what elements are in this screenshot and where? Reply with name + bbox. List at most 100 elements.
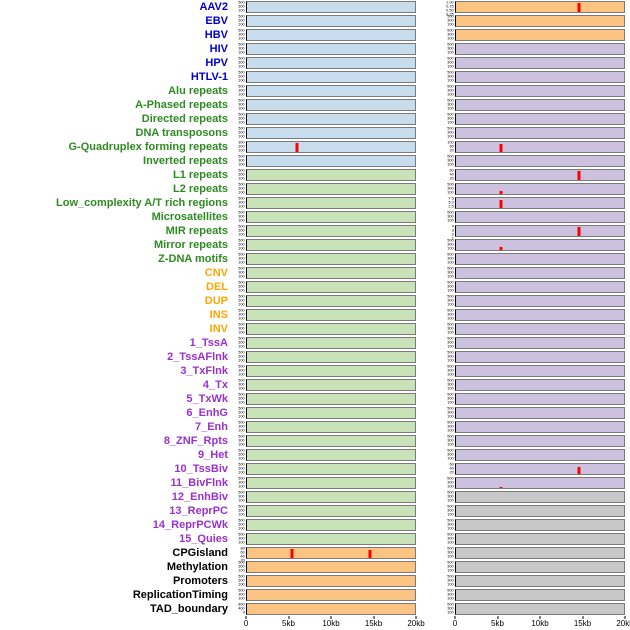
panel-block-left: 500 300 100 (233, 70, 416, 84)
profile-panel-left (246, 197, 416, 209)
y-tick-label: 300 (238, 564, 245, 569)
panel-block-left: 500 300 100 (233, 280, 416, 294)
y-tick-label: 1.00 (446, 0, 454, 5)
y-tick-label: 100 (238, 148, 245, 153)
profile-panel-left (246, 337, 416, 349)
y-tick-label: 60 (449, 144, 454, 149)
y-tick-label: 300 (238, 578, 245, 583)
y-tick-label: 100 (447, 274, 454, 279)
feature-row: 15_Quies 500 300 100 500 300 100 (0, 532, 630, 546)
y-tick-label: 20 (240, 558, 245, 563)
profile-panel-right (455, 533, 625, 545)
profile-panel-right (455, 253, 625, 265)
y-tick-label: 100 (447, 36, 454, 41)
panel-block-left: 500 300 100 (233, 588, 416, 602)
y-tick-label: 500 (238, 294, 245, 299)
profile-panel-left (246, 477, 416, 489)
profile-panel-right (455, 477, 625, 489)
peak-spike (499, 199, 503, 208)
y-axis-tick-labels: 500 300 100 (233, 491, 246, 503)
y-tick-label: 300 (447, 60, 454, 65)
profile-panel-left (246, 533, 416, 545)
feature-row: 2_TssAFlnk 500 300 100 500 300 100 (0, 350, 630, 364)
y-axis-tick-labels: 500 300 100 (233, 519, 246, 531)
y-tick-label: 0.50 (446, 8, 454, 13)
y-tick-label: 500 (447, 602, 454, 607)
y-tick-label: 300 (447, 340, 454, 345)
y-tick-label: 500 (447, 266, 454, 271)
y-tick-label: 500 (447, 238, 454, 243)
y-tick-label: 40 (240, 554, 245, 559)
panel-block-right: 500 300 100 (442, 504, 625, 518)
y-tick-label: 100 (238, 162, 245, 167)
profile-panel-left (246, 589, 416, 601)
feature-row: 12_EnhBiv 500 300 100 500 300 100 (0, 490, 630, 504)
y-tick-label: 500 (238, 504, 245, 509)
y-axis-tick-labels: 500 300 100 (442, 365, 455, 377)
y-axis-tick-labels: 500 300 100 (442, 15, 455, 27)
panel-block-left: 500 300 100 (233, 154, 416, 168)
y-axis-tick-labels: 500 300 100 (233, 561, 246, 573)
y-tick-label: 500 (238, 308, 245, 313)
row-label: 8_ZNF_Rpts (163, 435, 228, 447)
peak-spike (577, 2, 581, 12)
y-tick-label: 300 (238, 382, 245, 387)
profile-panel-right (455, 505, 625, 517)
y-tick-label: 100 (238, 176, 245, 181)
x-axis-row: 0 5kb 10kb 15kb 20kb 0 5kb 10kb 15kb 20kb (0, 616, 630, 630)
x-axis-right: 0 5kb 10kb 15kb 20kb (452, 616, 630, 630)
y-tick-label: 500 (447, 392, 454, 397)
y-axis-tick-labels: 500 300 100 (233, 337, 246, 349)
y-tick-label: 300 (238, 508, 245, 513)
feature-row: EBV 500 300 100 500 300 100 (0, 14, 630, 28)
y-tick-label: 500 (447, 210, 454, 215)
feature-row: 7_Enh 500 300 100 500 300 100 (0, 420, 630, 434)
row-label: G-Quadruplex forming repeats (68, 141, 228, 153)
row-label: 5_TxWk (186, 393, 228, 405)
row-label: HIV (209, 43, 228, 55)
profile-panel-left (246, 169, 416, 181)
y-tick-label: 300 (447, 354, 454, 359)
feature-row: Promoters 500 300 100 500 300 100 (0, 574, 630, 588)
y-axis-tick-labels: 500 300 100 (442, 127, 455, 139)
y-tick-label: 100 (447, 140, 454, 145)
y-tick-label: 500 (238, 434, 245, 439)
y-tick-label: 100 (238, 78, 245, 83)
panel-block-left: 500 300 100 (233, 406, 416, 420)
y-tick-label: 100 (238, 456, 245, 461)
y-axis-tick-labels: 500 300 100 (233, 351, 246, 363)
y-axis-tick-labels: 500 300 100 (233, 57, 246, 69)
profile-panel-right (455, 15, 625, 27)
profile-panel-left (246, 379, 416, 391)
y-tick-label: 300 (238, 130, 245, 135)
panel-block-left: 500 300 100 (233, 490, 416, 504)
panel-block-left: 500 300 100 (233, 266, 416, 280)
y-tick-label: 500 (238, 56, 245, 61)
y-axis-tick-labels: 500 300 100 (442, 547, 455, 559)
panel-block-left: 500 300 100 (233, 84, 416, 98)
y-axis-tick-labels: 60 40 20 (442, 169, 455, 181)
profile-panel-left (246, 113, 416, 125)
feature-row: HIV 500 300 100 500 300 100 (0, 42, 630, 56)
y-tick-label: 500 (447, 42, 454, 47)
panel-block-right: 500 300 100 (442, 28, 625, 42)
y-tick-label: 100 (447, 498, 454, 503)
y-axis-tick-labels: 500 300 100 (442, 337, 455, 349)
y-axis-tick-labels: 1.00 0.75 0.50 0.25 (442, 0, 455, 17)
y-tick-label: 300 (238, 200, 245, 205)
x-tick-label: 0 (452, 619, 458, 628)
y-axis-tick-labels: 500 300 100 (233, 43, 246, 55)
panel-block-left: 300 200 100 (233, 140, 416, 154)
y-axis-tick-labels: 500 300 100 (233, 99, 246, 111)
y-tick-label: 100 (447, 50, 454, 55)
y-axis-tick-labels: 500 300 100 (442, 505, 455, 517)
y-tick-label: 100 (238, 428, 245, 433)
y-tick-label: 500 (447, 112, 454, 117)
profile-panel-left (246, 211, 416, 223)
profile-panel-right (455, 99, 625, 111)
feature-row: Low_complexity A/T rich regions 500 300 100… (0, 196, 630, 210)
y-axis-tick-labels: 500 300 100 (233, 309, 246, 321)
profile-panel-left (246, 603, 416, 615)
y-axis-tick-labels: 500 300 100 (442, 421, 455, 433)
